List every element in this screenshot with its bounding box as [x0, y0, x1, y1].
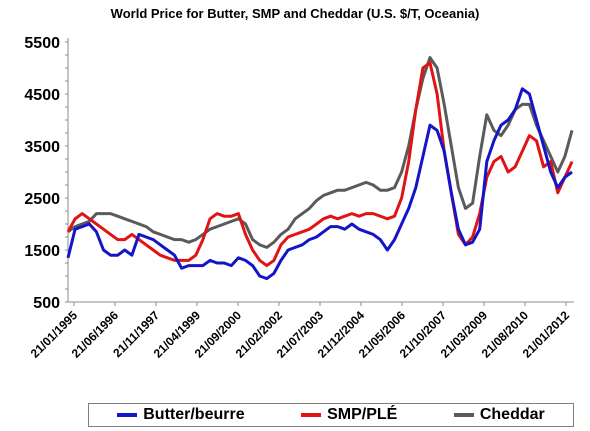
y-tick-label: 3500 [24, 139, 60, 156]
y-axis-ticks: 500 1500 2500 3500 4500 5500 [24, 35, 60, 312]
series-line-butter [66, 87, 573, 281]
legend-item-cheddar: Cheddar [453, 406, 545, 424]
y-tick-label: 1500 [24, 243, 60, 260]
series-lines [66, 56, 574, 281]
legend-swatch-smp [301, 413, 322, 417]
y-tick-label: 4500 [24, 87, 60, 104]
legend-item-butter: Butter/beurre [117, 406, 245, 424]
y-tick-label: 2500 [24, 191, 60, 208]
legend: Butter/beurre SMP/PLÉ Cheddar [88, 403, 574, 427]
legend-label-butter: Butter/beurre [143, 406, 245, 423]
chart-axes [65, 38, 574, 303]
legend-item-smp: SMP/PLÉ [301, 406, 397, 424]
series-line-smp [66, 61, 574, 268]
legend-label-smp: SMP/PLÉ [327, 406, 398, 423]
legend-label-cheddar: Cheddar [479, 406, 545, 423]
series-line-cheddar [67, 56, 574, 249]
chart-title: World Price for Butter, SMP and Cheddar … [110, 6, 480, 21]
legend-swatch-cheddar [453, 413, 474, 417]
x-axis-ticks: 21/01/199521/06/199621/11/199721/04/1999… [28, 302, 572, 361]
y-tick-label: 500 [33, 295, 60, 312]
y-tick-label: 5500 [24, 35, 60, 52]
legend-swatch-butter [117, 413, 138, 417]
